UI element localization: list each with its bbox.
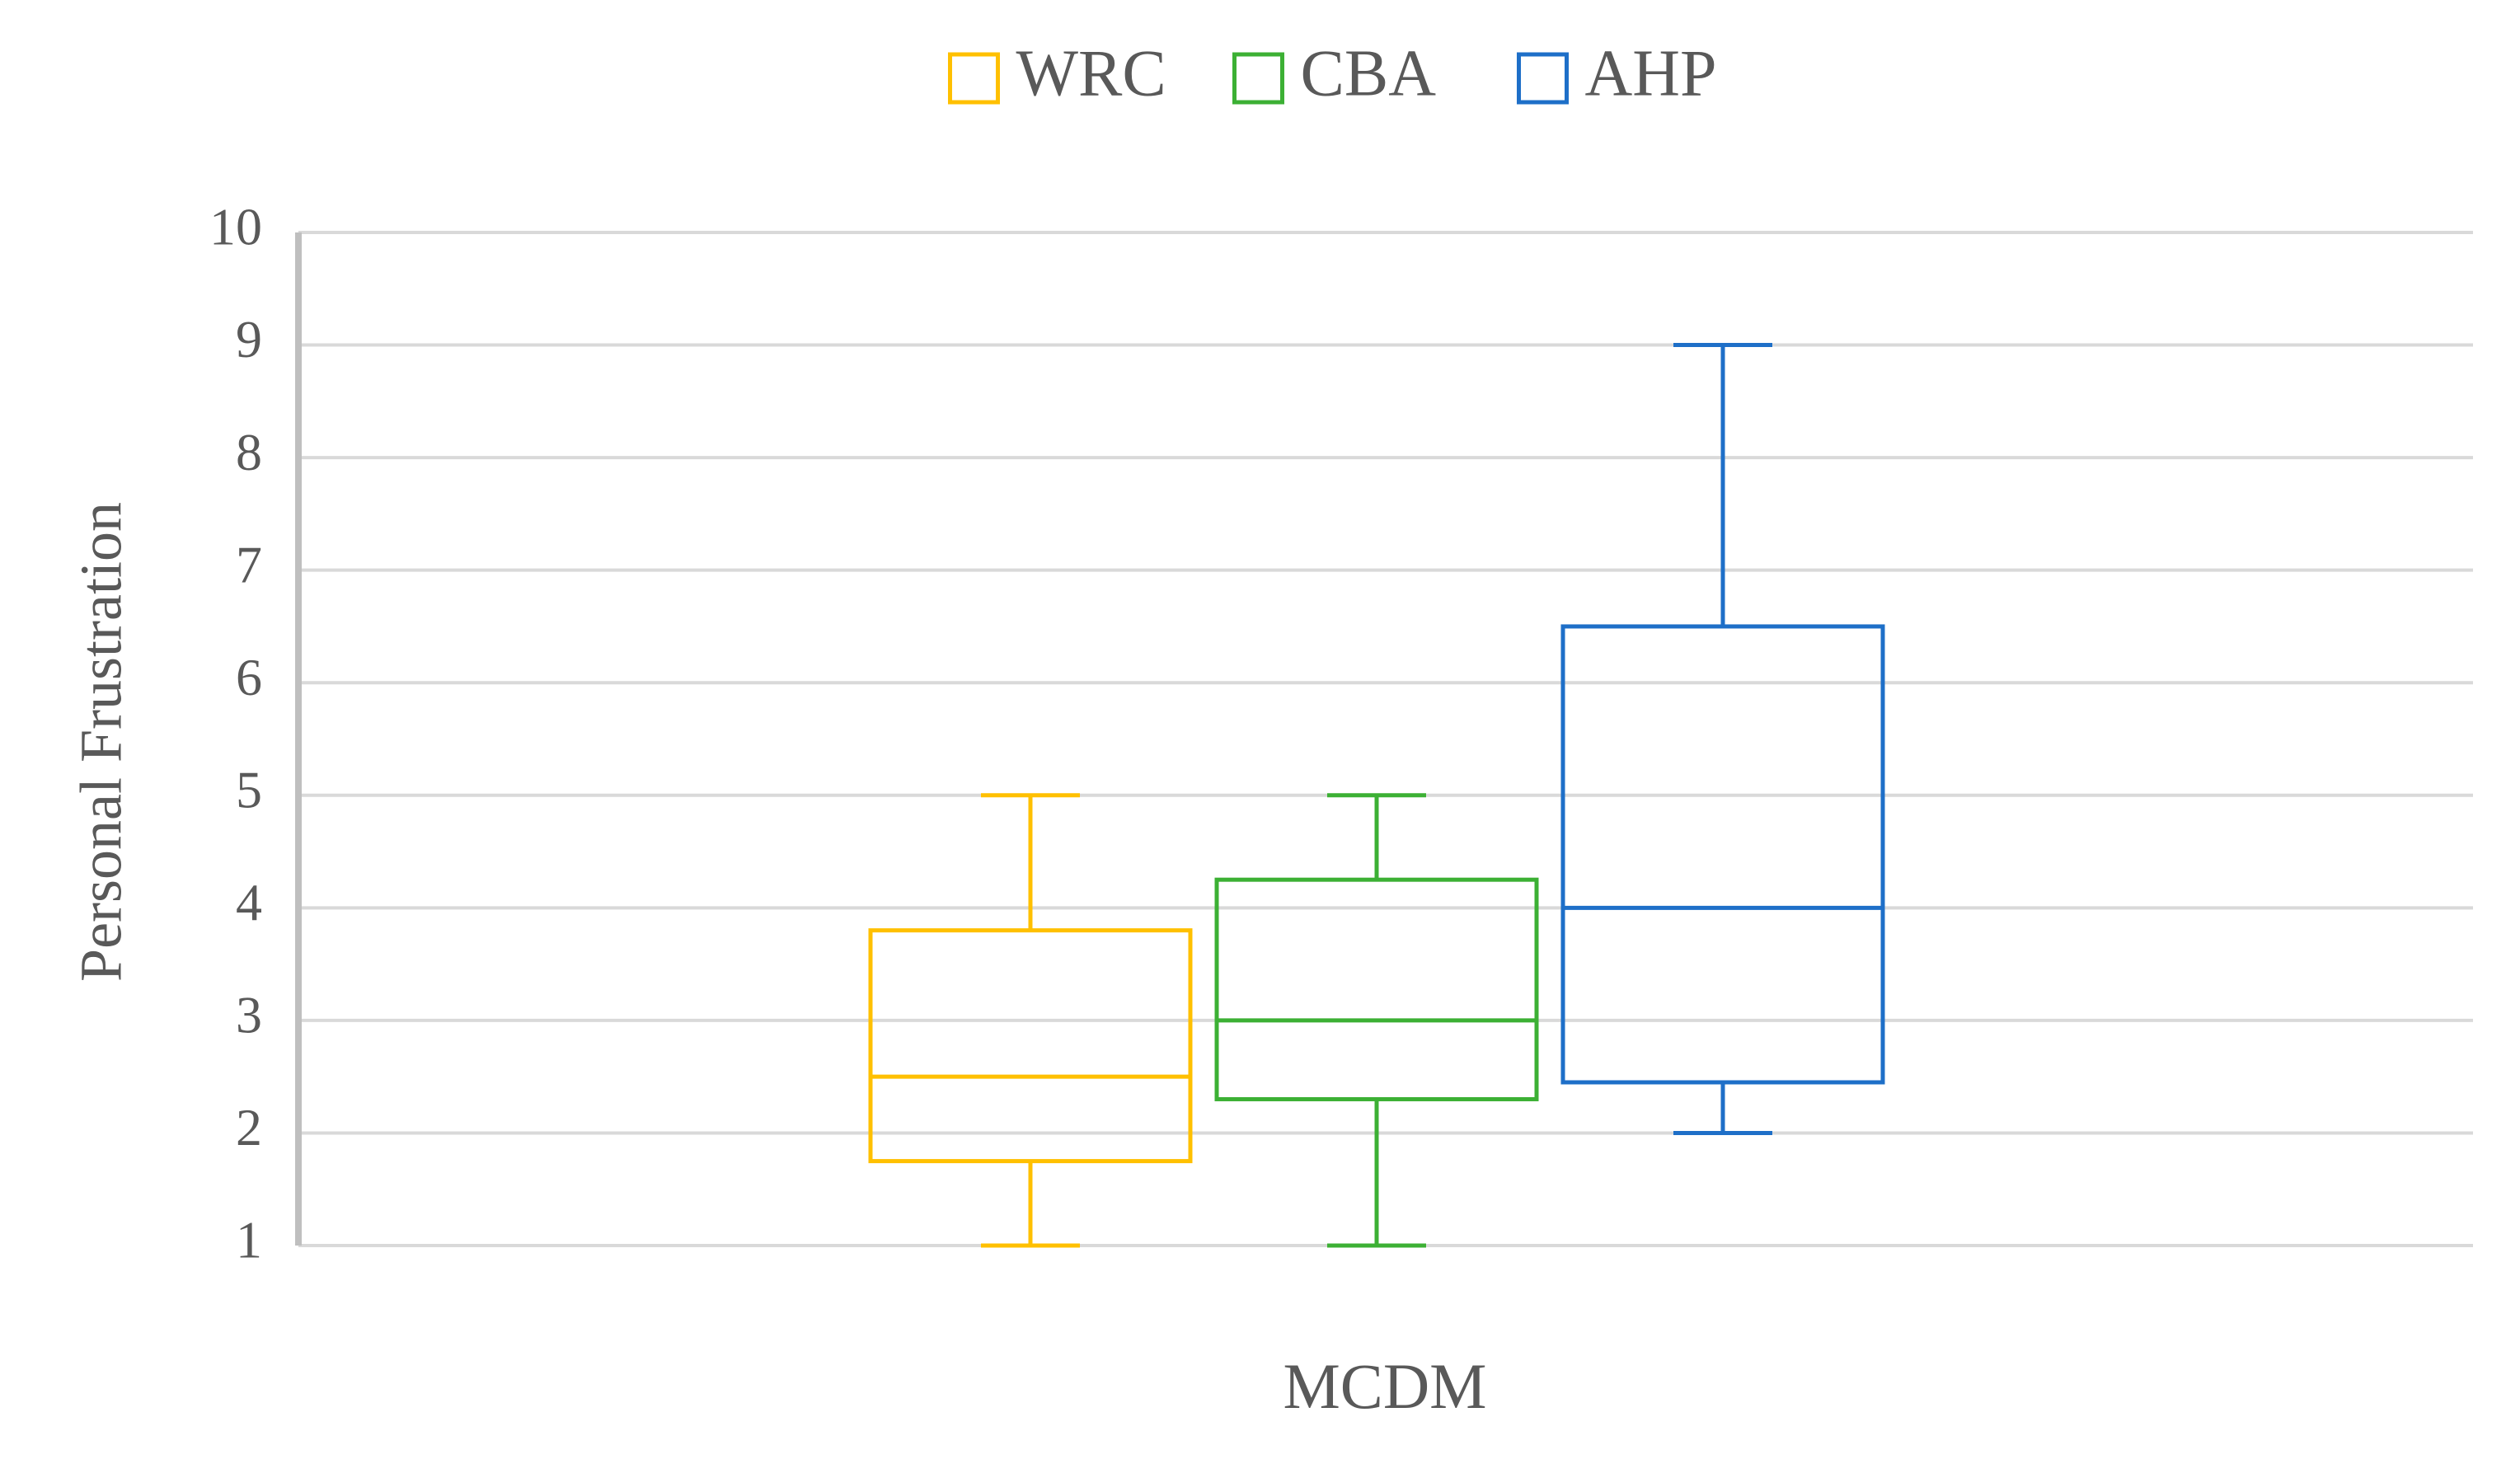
- legend-swatch: [948, 52, 1000, 105]
- legend-swatch: [1517, 52, 1569, 105]
- y-tick-label: 5: [236, 760, 262, 819]
- box: [1214, 877, 1539, 1101]
- box: [868, 928, 1193, 1164]
- y-axis-label: Personal Frustration: [68, 502, 134, 982]
- y-tick-label: 3: [236, 986, 262, 1044]
- legend-swatch: [1232, 52, 1284, 105]
- box: [1560, 624, 1885, 1085]
- y-tick-label: 7: [236, 535, 262, 594]
- y-tick-label: 9: [236, 310, 262, 368]
- x-axis-label: MCDM: [1283, 1350, 1486, 1422]
- y-tick-label: 2: [236, 1098, 262, 1157]
- y-tick-label: 8: [236, 423, 262, 481]
- y-tick-label: 10: [209, 198, 262, 256]
- legend-label: AHP: [1585, 37, 1717, 110]
- y-tick-label: 6: [236, 648, 262, 706]
- legend-label: CBA: [1301, 37, 1437, 110]
- y-tick-label: 1: [236, 1211, 262, 1269]
- legend-label: WRC: [1016, 37, 1166, 110]
- y-tick-label: 4: [236, 873, 262, 931]
